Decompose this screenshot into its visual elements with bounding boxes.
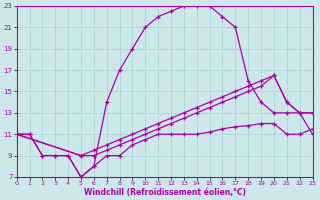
X-axis label: Windchill (Refroidissement éolien,°C): Windchill (Refroidissement éolien,°C) bbox=[84, 188, 245, 197]
